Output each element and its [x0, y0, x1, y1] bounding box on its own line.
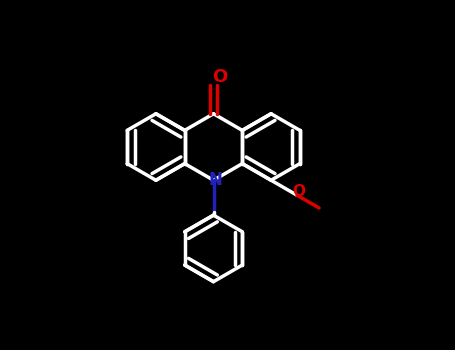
Text: O: O	[212, 68, 228, 86]
Text: O: O	[292, 183, 305, 198]
Text: N: N	[208, 171, 222, 189]
